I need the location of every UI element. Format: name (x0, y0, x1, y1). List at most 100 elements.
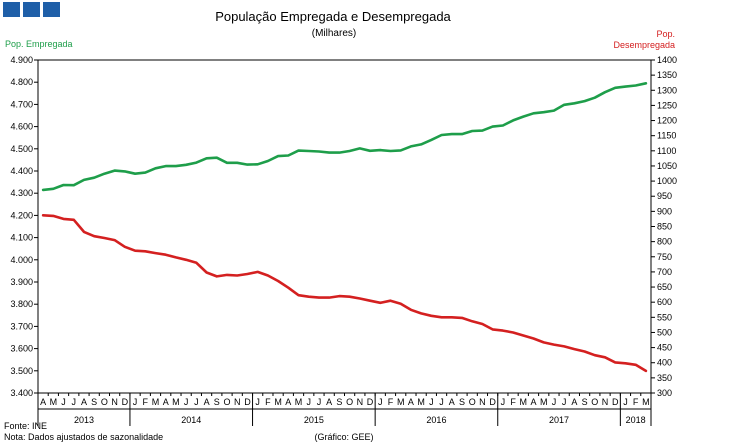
right-tick-label: 900 (657, 206, 672, 216)
right-tick-label: 300 (657, 388, 672, 398)
month-label: J (317, 397, 322, 407)
month-label: M (152, 397, 160, 407)
month-label: O (591, 397, 598, 407)
month-label: D (244, 397, 251, 407)
month-label: M (50, 397, 58, 407)
month-label: M (417, 397, 425, 407)
month-label: J (61, 397, 66, 407)
year-label: 2016 (426, 415, 446, 425)
right-tick-label: 1300 (657, 85, 677, 95)
month-label: D (612, 397, 619, 407)
right-tick-label: 700 (657, 267, 672, 277)
left-tick-label: 3.900 (10, 277, 33, 287)
left-tick-label: 4.500 (10, 144, 33, 154)
month-label: M (172, 397, 180, 407)
month-label: A (163, 397, 169, 407)
month-label: S (459, 397, 465, 407)
month-label: J (429, 397, 434, 407)
series-line-empregada (41, 82, 648, 192)
right-tick-label: 1400 (657, 55, 677, 65)
month-label: J (378, 397, 383, 407)
month-label: S (582, 397, 588, 407)
right-tick-label: 800 (657, 237, 672, 247)
month-label: D (122, 397, 129, 407)
month-label: N (111, 397, 118, 407)
month-label: J (501, 397, 506, 407)
month-label: J (184, 397, 189, 407)
left-tick-label: 3.500 (10, 366, 33, 376)
month-label: O (224, 397, 231, 407)
month-label: M (274, 397, 282, 407)
right-axis-label-line1: Pop. (656, 29, 675, 39)
left-tick-label: 4.200 (10, 210, 33, 220)
right-tick-label: 1000 (657, 176, 677, 186)
right-tick-label: 350 (657, 373, 672, 383)
right-tick-label: 450 (657, 343, 672, 353)
left-axis-label: Pop. Empregada (5, 39, 73, 49)
right-tick-label: 750 (657, 252, 672, 262)
gee-logo (3, 2, 60, 17)
month-label: M (540, 397, 548, 407)
year-label: 2014 (181, 415, 201, 425)
month-label: D (489, 397, 496, 407)
month-label: M (397, 397, 405, 407)
month-label: J (306, 397, 311, 407)
logo-square (3, 2, 20, 17)
month-label: F (143, 397, 149, 407)
month-label: M (642, 397, 650, 407)
month-label: F (633, 397, 639, 407)
month-label: J (623, 397, 628, 407)
right-tick-label: 1050 (657, 161, 677, 171)
left-tick-label: 4.100 (10, 233, 33, 243)
month-label: O (346, 397, 353, 407)
month-label: J (72, 397, 77, 407)
right-tick-label: 1150 (657, 131, 676, 141)
month-label: J (439, 397, 444, 407)
left-tick-label: 4.900 (10, 55, 33, 65)
month-label: O (469, 397, 476, 407)
left-tick-label: 3.800 (10, 299, 33, 309)
month-label: A (531, 397, 537, 407)
month-label: M (520, 397, 528, 407)
month-label: A (81, 397, 87, 407)
month-label: A (326, 397, 332, 407)
year-label: 2018 (626, 415, 646, 425)
month-label: S (91, 397, 97, 407)
month-label: N (234, 397, 241, 407)
month-label: J (552, 397, 557, 407)
left-tick-label: 3.600 (10, 344, 33, 354)
left-tick-label: 4.700 (10, 99, 33, 109)
left-tick-label: 4.600 (10, 122, 33, 132)
month-label: S (336, 397, 342, 407)
right-tick-label: 950 (657, 191, 672, 201)
plot-area (37, 59, 652, 394)
left-tick-label: 4.800 (10, 77, 33, 87)
right-tick-label: 1350 (657, 70, 677, 80)
year-label: 2017 (549, 415, 569, 425)
month-label: A (285, 397, 291, 407)
series-line-desempregada (41, 214, 648, 373)
month-label: A (204, 397, 210, 407)
month-label: S (214, 397, 220, 407)
right-tick-label: 1250 (657, 100, 677, 110)
right-tick-label: 650 (657, 282, 672, 292)
source-text: Fonte: INE (4, 421, 47, 431)
chart-title: População Empregada e Desempregada (215, 9, 451, 24)
month-label: F (265, 397, 271, 407)
left-tick-label: 4.400 (10, 166, 33, 176)
right-tick-label: 1200 (657, 116, 677, 126)
month-label: F (388, 397, 394, 407)
month-label: M (295, 397, 303, 407)
right-tick-label: 1100 (657, 146, 676, 156)
right-tick-label: 600 (657, 297, 672, 307)
year-label: 2015 (304, 415, 324, 425)
month-label: A (40, 397, 46, 407)
month-label: A (408, 397, 414, 407)
month-label: N (357, 397, 364, 407)
month-label: N (602, 397, 609, 407)
month-label: O (101, 397, 108, 407)
month-label: A (571, 397, 577, 407)
logo-square (43, 2, 60, 17)
month-label: F (510, 397, 516, 407)
